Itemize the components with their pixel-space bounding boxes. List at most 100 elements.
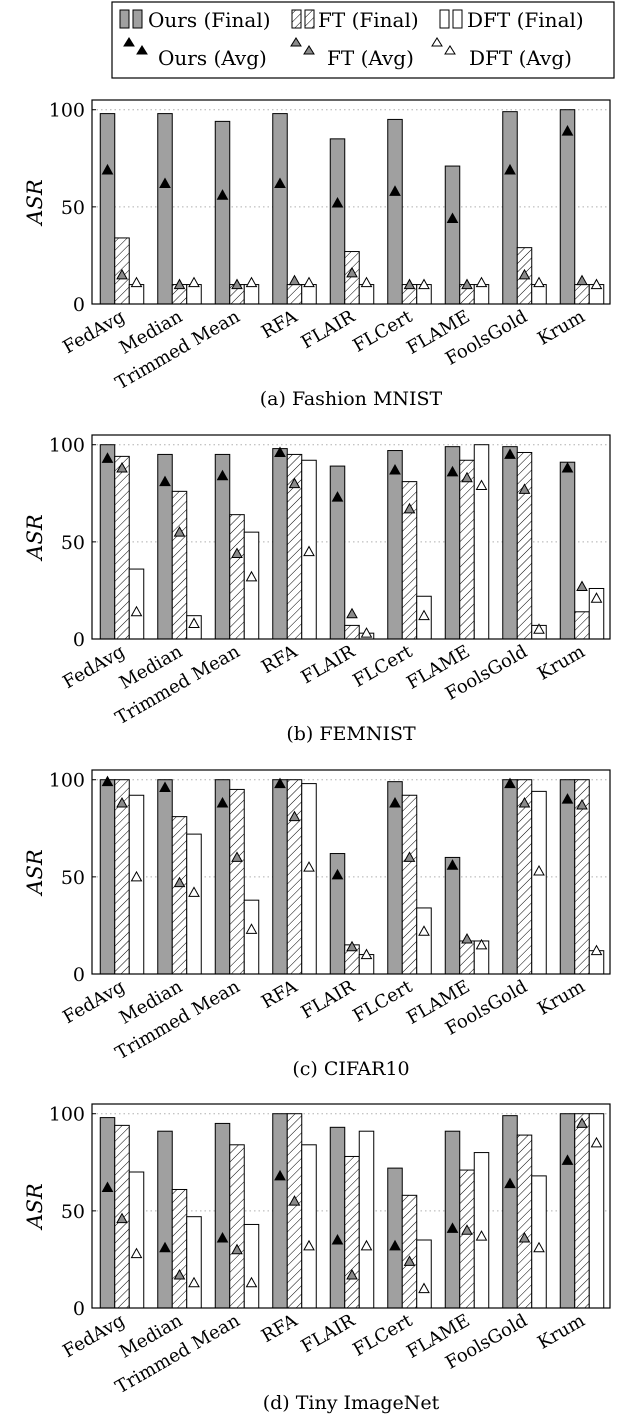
plot-frame: [91, 1103, 611, 1309]
bar-dft-final: [358, 1130, 375, 1309]
x-tick-label: FLCert: [349, 1310, 416, 1361]
y-axis-label: ASR: [23, 514, 47, 562]
marker-ours-avg: [331, 196, 344, 208]
marker-ft-avg: [288, 274, 301, 286]
bar-dft-final: [416, 1239, 432, 1309]
bar-ours-final: [272, 448, 288, 640]
x-tick-label: FLAIR: [298, 641, 359, 688]
bar-ours-final: [214, 1122, 231, 1309]
x-tick-label: RFA: [258, 976, 302, 1013]
bar-ours-final: [214, 453, 231, 640]
marker-dft-avg: [418, 925, 430, 936]
bar-ft-final: [229, 1144, 245, 1309]
marker-ft-avg: [116, 1212, 128, 1224]
x-tick-label: Krum: [534, 306, 588, 350]
x-tick-label: FLCert: [349, 976, 416, 1027]
marker-dft-avg: [590, 944, 603, 956]
legend-swatch-ft-final: [291, 9, 302, 29]
legend-label-ours-final: Ours (Final): [148, 8, 271, 32]
y-tick-label: 0: [73, 1298, 85, 1320]
bar-dft-final: [473, 444, 490, 640]
bar-ours-final: [157, 1130, 173, 1309]
x-tick-label: Krum: [534, 1310, 588, 1354]
marker-ours-avg: [101, 163, 114, 175]
x-tick-label: FedAvg: [59, 976, 128, 1028]
marker-dft-avg: [188, 1276, 200, 1288]
legend: Ours (Final) FT (Final) DFT (Final) Ours…: [111, 1, 615, 79]
bar-ft-final: [516, 451, 533, 640]
marker-dft-avg: [533, 276, 545, 288]
marker-dft-avg: [130, 870, 143, 882]
bar-ft-final: [516, 779, 533, 975]
bar-ft-final: [286, 284, 303, 305]
marker-ours-avg: [101, 452, 114, 463]
marker-ft-avg: [231, 547, 243, 559]
marker-ours-avg: [216, 796, 229, 808]
marker-ours-avg: [561, 461, 574, 473]
marker-ours-avg: [446, 212, 459, 224]
marker-ft-avg: [116, 796, 128, 808]
marker-dft-avg: [303, 1239, 315, 1251]
marker-dft-avg: [533, 623, 545, 634]
legend-marker-ft-avg: [290, 37, 302, 47]
bar-dft-final: [473, 284, 490, 305]
marker-ours-avg: [159, 781, 171, 792]
bar-ours-final: [559, 109, 576, 305]
marker-ours-avg: [389, 185, 401, 196]
bar-ft-final: [574, 1113, 590, 1309]
bar-dft-final: [301, 1144, 317, 1309]
marker-dft-avg: [130, 1247, 143, 1259]
bar-ft-final: [344, 251, 360, 305]
bar-dft-final: [243, 899, 260, 975]
marker-ours-avg: [561, 793, 574, 804]
marker-ft-avg: [346, 1268, 358, 1280]
marker-ours-avg: [504, 448, 516, 459]
x-tick-label: FedAvg: [59, 641, 128, 693]
bar-ours-final: [444, 165, 461, 305]
y-tick-label: 100: [49, 1104, 85, 1126]
marker-ours-avg: [274, 446, 286, 457]
bar-dft-final: [301, 284, 317, 305]
marker-ft-avg: [231, 278, 243, 290]
marker-ft-avg: [173, 876, 186, 888]
marker-ours-avg: [446, 859, 459, 870]
bar-ft-final: [229, 514, 245, 640]
x-tick-label: RFA: [258, 306, 302, 343]
marker-dft-avg: [590, 592, 603, 603]
bar-ours-final: [559, 461, 576, 640]
y-tick-label: 50: [61, 1201, 85, 1223]
bar-dft-final: [128, 284, 145, 305]
marker-ours-avg: [446, 465, 459, 477]
bar-ours-final: [387, 781, 403, 975]
marker-dft-avg: [130, 605, 143, 617]
bar-ft-final: [344, 624, 360, 640]
marker-ft-avg: [576, 1117, 588, 1128]
bar-ft-final: [171, 490, 188, 640]
bar-ft-final: [574, 611, 590, 640]
marker-dft-avg: [130, 276, 143, 288]
marker-ours-avg: [274, 777, 286, 789]
marker-dft-avg: [360, 627, 373, 638]
x-tick-label: RFA: [258, 1310, 302, 1347]
bar-ft-final: [401, 1194, 418, 1309]
marker-ft-avg: [116, 461, 128, 473]
panel-caption: (b) FEMNIST: [286, 723, 416, 745]
bar-ft-final: [574, 284, 590, 305]
x-tick-label: FLCert: [349, 641, 416, 692]
legend-swatch-ft-final: [304, 9, 315, 29]
marker-dft-avg: [360, 1239, 373, 1251]
bar-ours-final: [387, 450, 403, 640]
legend-label-ours-avg: Ours (Avg): [158, 46, 267, 70]
marker-ours-avg: [331, 491, 344, 502]
bar-ft-final: [114, 779, 130, 975]
bar-ours-final: [559, 1113, 576, 1309]
marker-ft-avg: [403, 502, 416, 514]
marker-ours-avg: [504, 1177, 516, 1189]
marker-ft-avg: [346, 607, 358, 619]
bar-dft-final: [186, 833, 202, 975]
legend-swatch-dft-final: [452, 9, 463, 29]
marker-ft-avg: [518, 483, 531, 494]
marker-ours-avg: [274, 1169, 286, 1181]
bar-ft-final: [459, 459, 475, 640]
